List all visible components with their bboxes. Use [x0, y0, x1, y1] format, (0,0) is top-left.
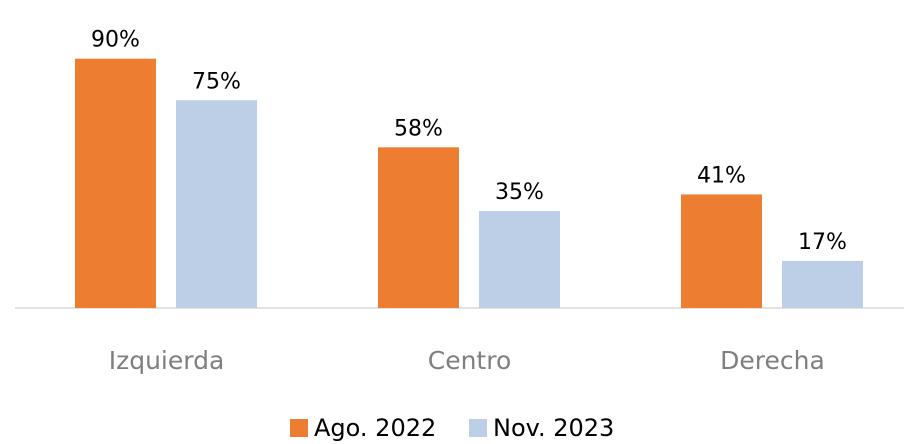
data-label: 58%	[394, 116, 443, 141]
x-tick-label: Centro	[428, 346, 512, 375]
bar	[378, 147, 459, 308]
bar	[681, 194, 762, 308]
x-tick-label: Derecha	[720, 346, 825, 375]
data-label: 41%	[697, 163, 746, 188]
legend-label: Ago. 2022	[314, 414, 436, 442]
legend-label: Nov. 2023	[493, 414, 614, 442]
legend-swatch	[290, 419, 308, 437]
bar	[479, 211, 560, 308]
x-tick-label: Izquierda	[109, 346, 225, 375]
legend-swatch	[469, 419, 487, 437]
bar	[176, 100, 257, 308]
data-label: 75%	[192, 69, 241, 94]
bar	[782, 260, 863, 308]
data-label: 90%	[91, 28, 140, 53]
data-label: 17%	[798, 230, 847, 255]
data-label: 35%	[495, 180, 544, 205]
bar	[75, 58, 156, 309]
